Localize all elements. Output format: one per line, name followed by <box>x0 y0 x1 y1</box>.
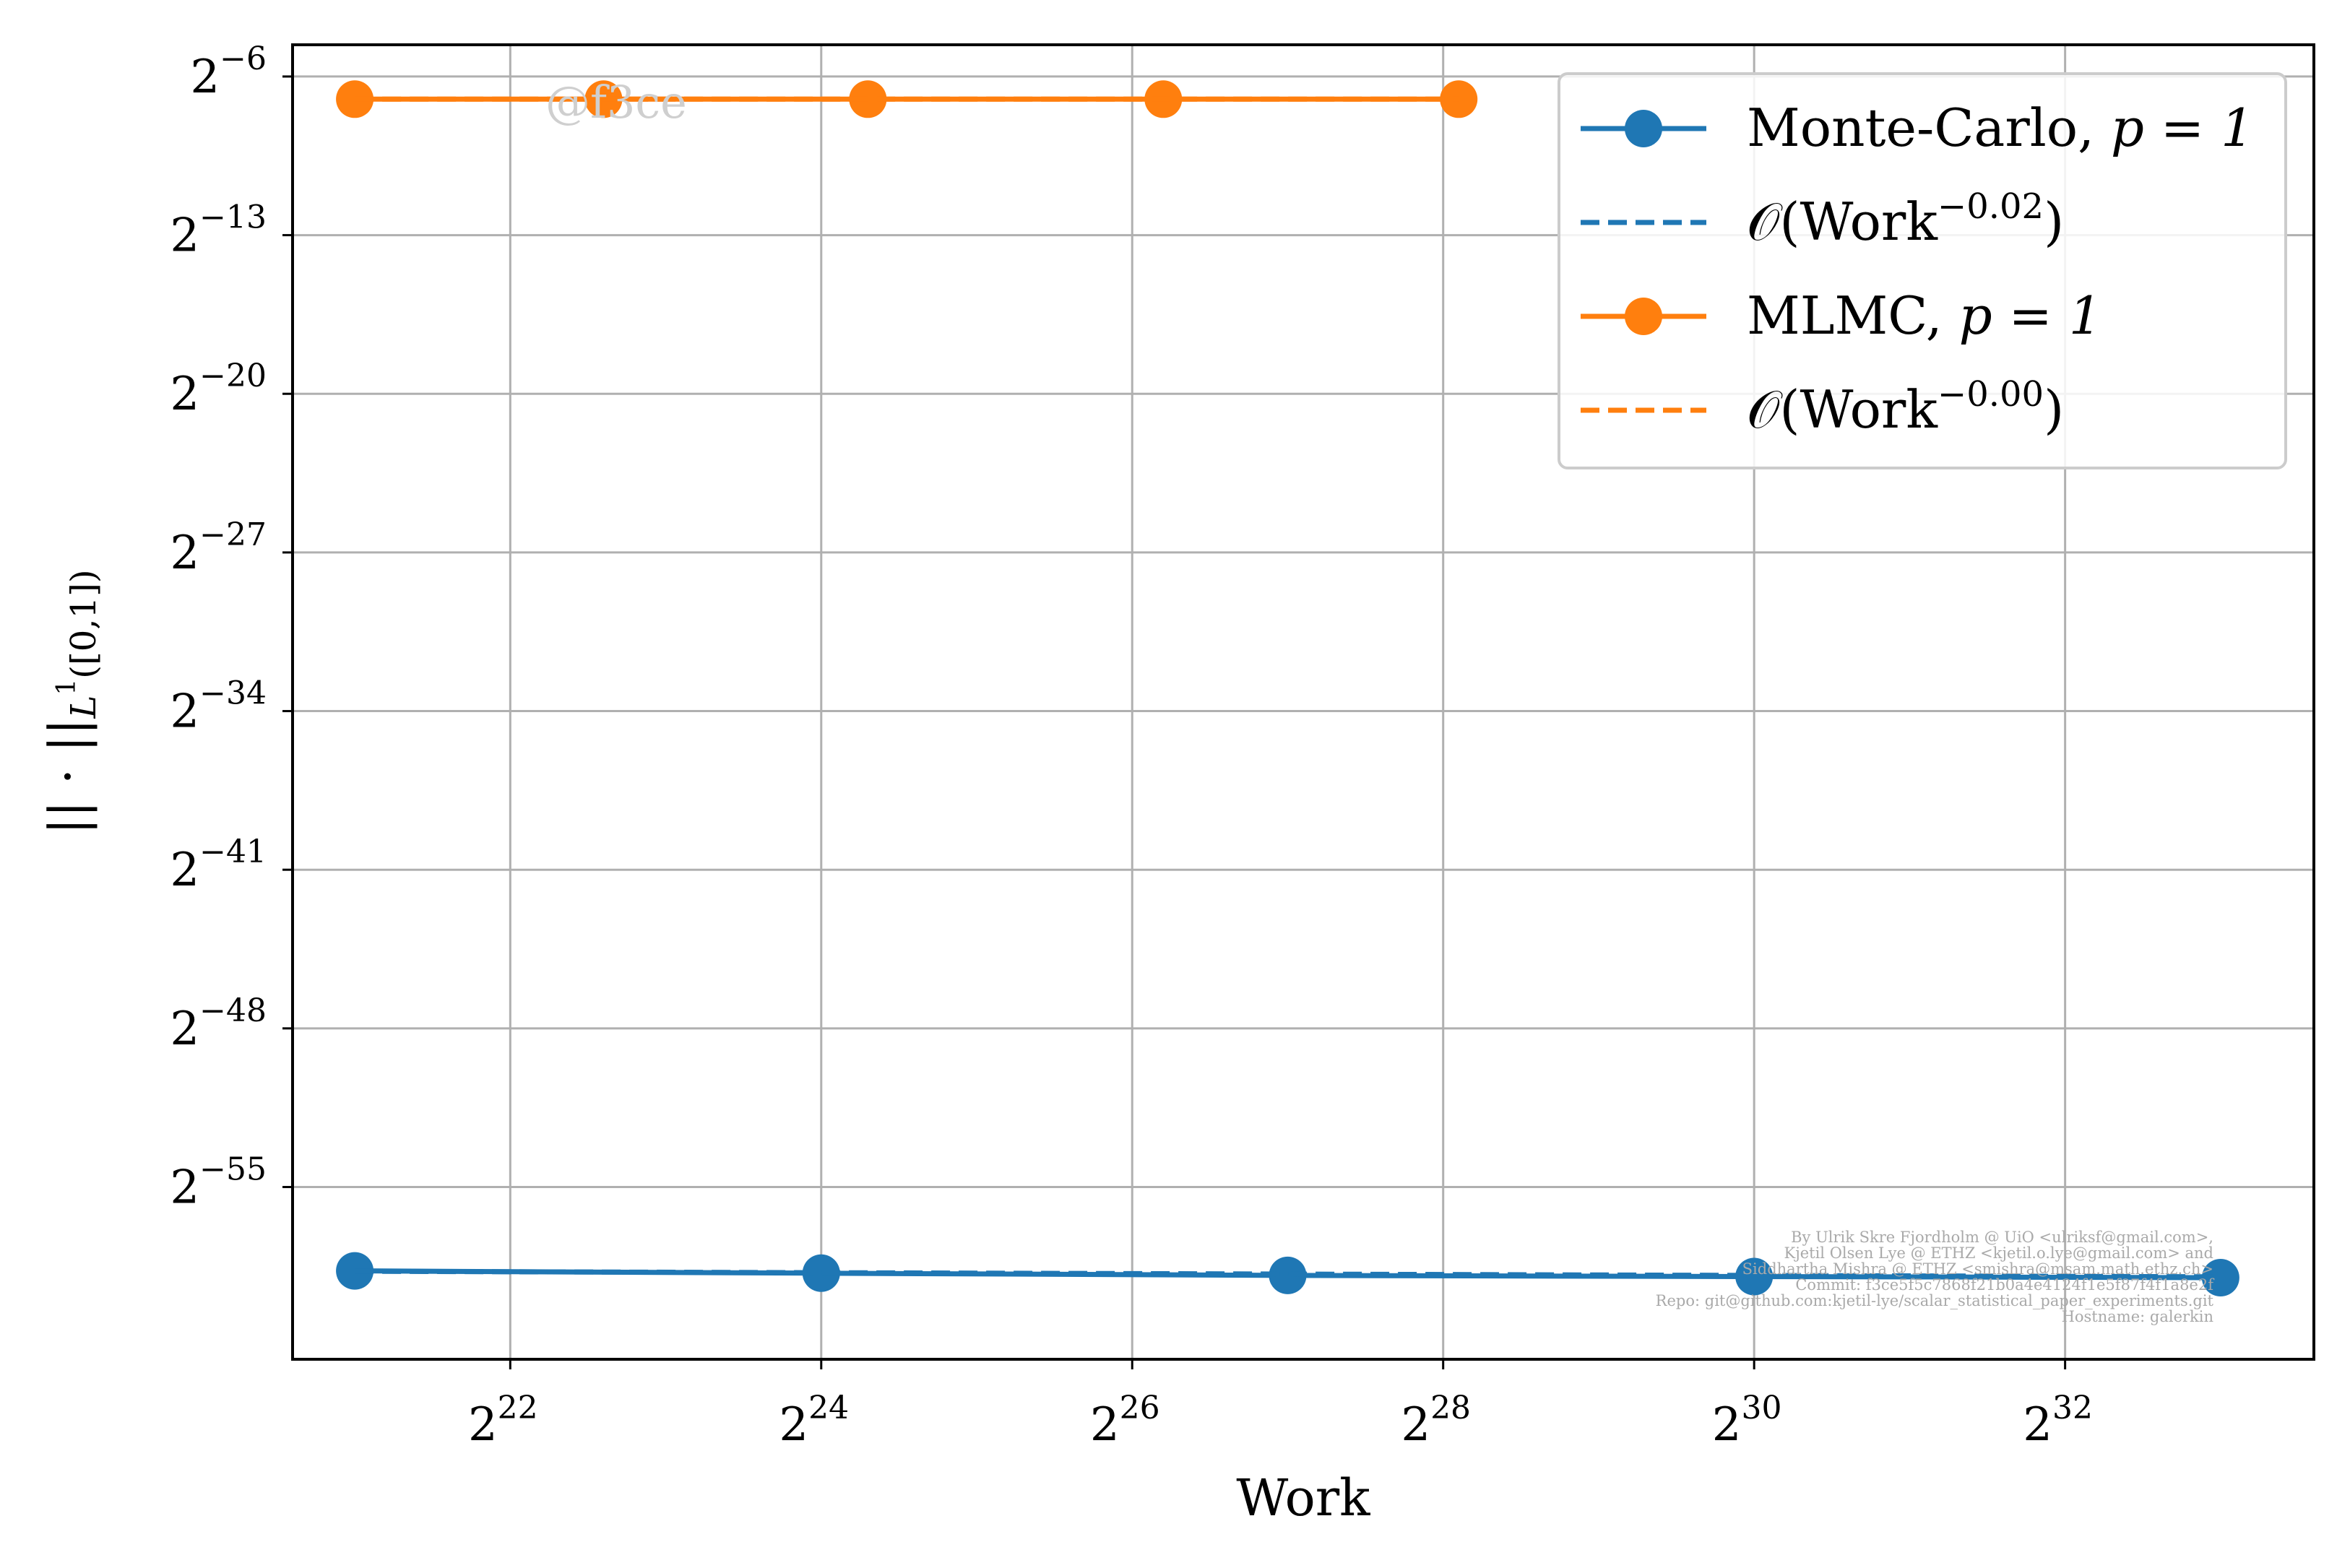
y-tick-exp: −6 <box>220 40 267 77</box>
y-tick-label: 2−55 <box>170 1151 267 1215</box>
x-tick-base: 2 <box>1090 1398 1120 1452</box>
credit-line: Hostname: galerkin <box>2062 1308 2213 1325</box>
x-tick-label: 226 <box>1090 1390 1160 1452</box>
credit-line: Repo: git@github.com:kjetil-lye/scalar_s… <box>1656 1292 2214 1309</box>
series-point <box>336 1252 374 1290</box>
x-tick-exp: 30 <box>1742 1390 1782 1426</box>
y-tick-exp: −55 <box>199 1151 267 1188</box>
x-tick-exp: 22 <box>498 1390 538 1426</box>
legend-mlmc-marker <box>1625 298 1662 335</box>
legend-mc-label: Monte-Carlo, p = 1 <box>1747 98 2254 158</box>
legend-mc-marker <box>1625 110 1662 147</box>
x-tick-label: 232 <box>2023 1390 2093 1452</box>
y-tick-label: 2−27 <box>170 516 267 580</box>
y-tick-base: 2 <box>170 368 199 421</box>
legend-mc-rate-label: 𝒪(Work−0.02) <box>1747 186 2064 252</box>
y-tick-base: 2 <box>170 844 199 897</box>
y-tick-exp: −27 <box>199 516 267 553</box>
series-point <box>2201 1259 2239 1297</box>
y-tick-label: 2−34 <box>170 675 267 739</box>
y-tick-base: 2 <box>190 51 220 104</box>
credit-line: By Ulrik Skre Fjordholm @ UiO <ulriksf@g… <box>1791 1229 2213 1246</box>
y-tick-base: 2 <box>170 209 199 263</box>
series-rate-line <box>355 1268 2221 1280</box>
x-tick-label: 222 <box>468 1390 538 1452</box>
series-point <box>1735 1257 1774 1296</box>
y-tick-base: 2 <box>170 1161 199 1215</box>
y-tick-exp: −13 <box>199 199 267 236</box>
grid <box>293 45 2314 1359</box>
x-tick-label: 230 <box>1712 1390 1782 1452</box>
y-tick-exp: −41 <box>199 833 267 870</box>
y-axis-label: || · ||L1([0,1]) <box>38 569 104 834</box>
y-tick-label: 2−41 <box>170 833 267 897</box>
series-point <box>1440 80 1478 118</box>
credit-line: Commit: f3ce5f5c7868f21b0a4e4124f1e5f87f… <box>1795 1276 2215 1294</box>
y-tick-exp: −20 <box>199 358 267 394</box>
x-tick-exp: 24 <box>808 1390 849 1426</box>
x-tick-label: 228 <box>1401 1390 1471 1452</box>
legend-mlmc-rate-label: 𝒪(Work−0.00) <box>1747 374 2064 440</box>
legend-frame <box>1558 72 2287 469</box>
y-tick-base: 2 <box>170 685 199 739</box>
series-point <box>336 80 374 118</box>
y-tick-base: 2 <box>170 1002 199 1056</box>
x-axis: 222 224 226 228 230 232 <box>468 1359 2093 1452</box>
y-tick-label: 2−48 <box>170 992 267 1056</box>
series-point <box>802 1254 840 1292</box>
y-tick-exp: −48 <box>199 992 267 1029</box>
x-tick-exp: 26 <box>1120 1390 1160 1426</box>
y-tick-exp: −34 <box>199 675 267 712</box>
y-tick-label: 2−13 <box>170 199 267 263</box>
svg-text:|| · ||L1([0,1]): || · ||L1([0,1]) <box>38 569 104 834</box>
credit-line: Siddhartha Mishra @ ETHZ <smishra@msam.m… <box>1742 1260 2213 1278</box>
x-axis-label: Work <box>1236 1468 1370 1528</box>
credits: By Ulrik Skre Fjordholm @ UiO <ulriksf@g… <box>1656 1229 2216 1325</box>
y-tick-label: 2−20 <box>170 358 267 421</box>
y-axis-label-sub: L <box>64 696 104 719</box>
x-tick-exp: 28 <box>1430 1390 1471 1426</box>
plot-frame <box>291 43 2315 1361</box>
series-layer <box>336 80 2239 1297</box>
x-tick-label: 224 <box>779 1390 849 1452</box>
y-axis: 2−62−132−202−272−342−412−482−55 <box>170 40 293 1215</box>
y-axis-label-sup: 1 <box>52 679 82 696</box>
x-tick-base: 2 <box>1712 1398 1742 1452</box>
series-1 <box>355 1268 2221 1280</box>
watermark: @f3ce <box>545 76 687 129</box>
x-tick-exp: 32 <box>2052 1390 2093 1426</box>
y-tick-base: 2 <box>170 527 199 580</box>
x-tick-base: 2 <box>1401 1398 1430 1452</box>
series-point <box>1269 1256 1307 1294</box>
y-axis-label-sub-tail: ([0,1]) <box>64 569 104 678</box>
x-tick-base: 2 <box>468 1398 498 1452</box>
y-axis-label-main: || · || <box>38 718 98 834</box>
y-tick-label: 2−6 <box>190 40 267 104</box>
x-tick-base: 2 <box>2023 1398 2052 1452</box>
series-point <box>849 80 887 118</box>
credit-line: Kjetil Olsen Lye @ ETHZ <kjetil.o.lye@gm… <box>1784 1244 2213 1262</box>
x-tick-base: 2 <box>779 1398 808 1452</box>
legend-mlmc-label: MLMC, p = 1 <box>1747 285 2102 346</box>
legend: Monte-Carlo, p = 1 𝒪(Work−0.02) MLMC, p … <box>1558 72 2287 469</box>
